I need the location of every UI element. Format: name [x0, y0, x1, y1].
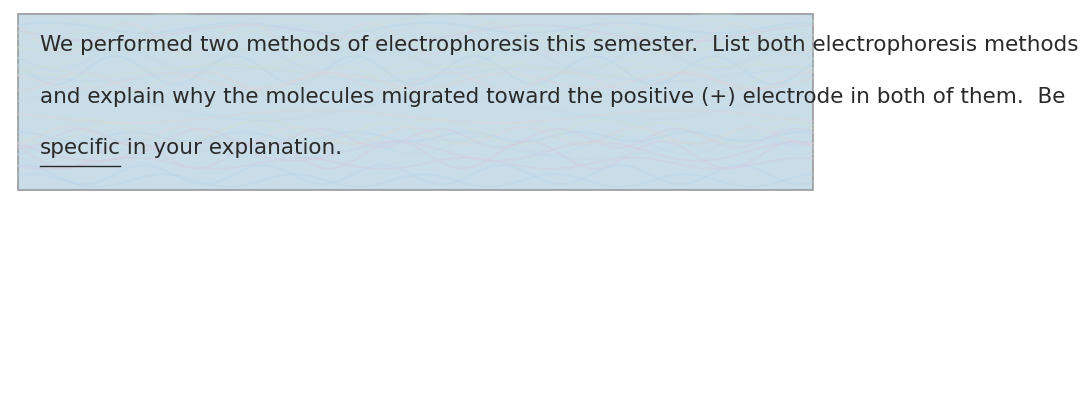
Text: specific: specific [40, 138, 121, 158]
Text: and explain why the molecules migrated toward the positive (+) electrode in both: and explain why the molecules migrated t… [40, 87, 1065, 107]
FancyBboxPatch shape [18, 14, 813, 190]
Text: We performed two methods of electrophoresis this semester.  List both electropho: We performed two methods of electrophore… [40, 36, 1080, 55]
Text: in your explanation.: in your explanation. [120, 138, 342, 158]
